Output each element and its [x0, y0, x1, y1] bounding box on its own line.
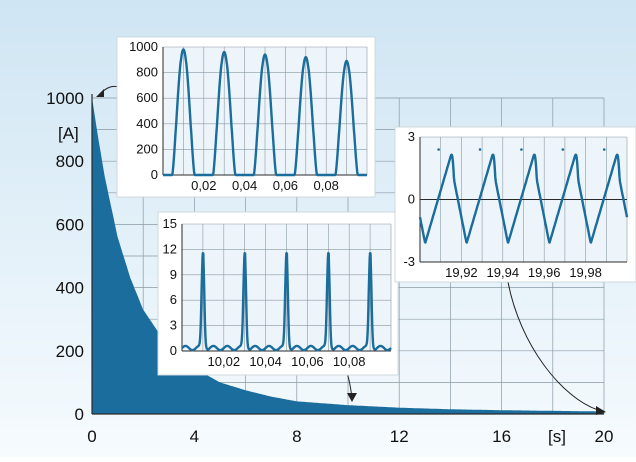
inset-end-y-tick-label: 3	[408, 129, 415, 144]
inset-end-trace-line	[418, 153, 629, 244]
main-y-tick-label: 0	[75, 405, 84, 424]
main-axes	[91, 94, 604, 415]
connector-start-arrowhead	[96, 89, 104, 97]
connector-end	[507, 281, 599, 411]
inset-end-peak-point	[602, 148, 606, 151]
inset-mid-y-tick-label: 3	[170, 318, 177, 333]
inset-end-peak-point	[561, 148, 565, 151]
main-x-tick-label: 8	[292, 427, 301, 446]
y-axis-unit: [A]	[58, 124, 79, 143]
inset-start-peak-point	[263, 53, 267, 56]
inset-mid-peak-point	[368, 252, 372, 255]
inset-start-x-tick-label: 0,08	[314, 178, 339, 193]
inset-end-x-tick-label: 19,96	[528, 265, 561, 280]
inset-end-y-tick-label: -3	[403, 254, 415, 269]
inset-start-y-tick-label: 200	[136, 141, 158, 156]
inset-end-peak-point	[520, 148, 523, 151]
inset-mid-y-tick-label: 12	[163, 241, 177, 256]
inset-mid: 10,02 10,04 10,06 10,08 0 3 6 9 12 15	[157, 211, 399, 376]
inset-mid-peak-point	[327, 252, 330, 255]
connector-end-arrowhead	[596, 406, 606, 415]
inset-start-y-tick-label: 1000	[129, 39, 158, 54]
inset-start-peak-point	[182, 48, 185, 51]
inset-start-y-tick-label: 400	[136, 116, 158, 131]
inset-mid-x-tick-label: 10,06	[291, 354, 324, 369]
main-x-tick-label: 12	[390, 427, 409, 446]
inset-mid-x-tick-label: 10,02	[208, 354, 241, 369]
inset-end-x-tick-label: 19,98	[569, 265, 602, 280]
main-x-tick-label: 20	[595, 427, 614, 446]
inset-mid-y-tick-label: 15	[163, 216, 177, 231]
inset-mid-y-tick-label: 0	[170, 343, 177, 358]
inset-start-x-tick-label: 0,04	[232, 178, 257, 193]
inset-mid-peak-point	[243, 252, 246, 255]
inset-start: 0,02 0,04 0,06 0,08 0 200 400 600 800 1000	[116, 36, 376, 198]
inset-start-y-tick-label: 0	[151, 167, 158, 182]
inset-mid-peak-point	[285, 252, 288, 255]
main-y-tick-labels: 0 200 400 600 800 1000	[46, 89, 84, 424]
inset-start-y-tick-label: 600	[136, 90, 158, 105]
inset-start-y-tick-label: 800	[136, 65, 158, 80]
inset-start-x-tick-label: 0,06	[273, 178, 298, 193]
inset-end-peak-point	[478, 148, 482, 151]
main-y-tick-label: 600	[56, 215, 84, 234]
inset-start-peak-point	[304, 55, 308, 59]
main-y-tick-label: 1000	[46, 89, 84, 108]
inset-end-peak-point	[437, 148, 440, 151]
inset-end-x-tick-label: 19,92	[445, 265, 478, 280]
connector-mid-arrowhead	[347, 393, 357, 402]
main-x-tick-label: 16	[492, 427, 511, 446]
inset-mid-y-tick-label: 6	[170, 292, 177, 307]
main-x-tick-label: 0	[87, 427, 96, 446]
inset-end: 19,92 19,94 19,96 19,98 -3 0 3	[394, 126, 636, 283]
inset-start-peak-point	[345, 59, 348, 63]
inset-start-x-tick-label: 0,02	[191, 178, 216, 193]
main-y-tick-label: 200	[56, 342, 84, 361]
main-current-decay-area	[92, 98, 604, 414]
main-x-tick-label: 4	[190, 427, 199, 446]
inset-mid-peak-point	[201, 252, 205, 255]
inset-end-x-tick-label: 19,94	[487, 265, 520, 280]
inset-end-y-tick-label: 0	[408, 192, 415, 207]
main-y-tick-label: 400	[56, 279, 84, 298]
inset-start-peak-point	[222, 50, 226, 54]
inset-mid-x-tick-label: 10,08	[333, 354, 366, 369]
inset-mid-x-tick-label: 10,04	[249, 354, 282, 369]
main-y-tick-label: 800	[56, 152, 84, 171]
x-axis-unit: [s]	[548, 427, 566, 446]
inset-mid-y-tick-label: 9	[170, 267, 177, 282]
main-x-tick-labels: 0 4 8 12 16 20	[87, 427, 613, 446]
